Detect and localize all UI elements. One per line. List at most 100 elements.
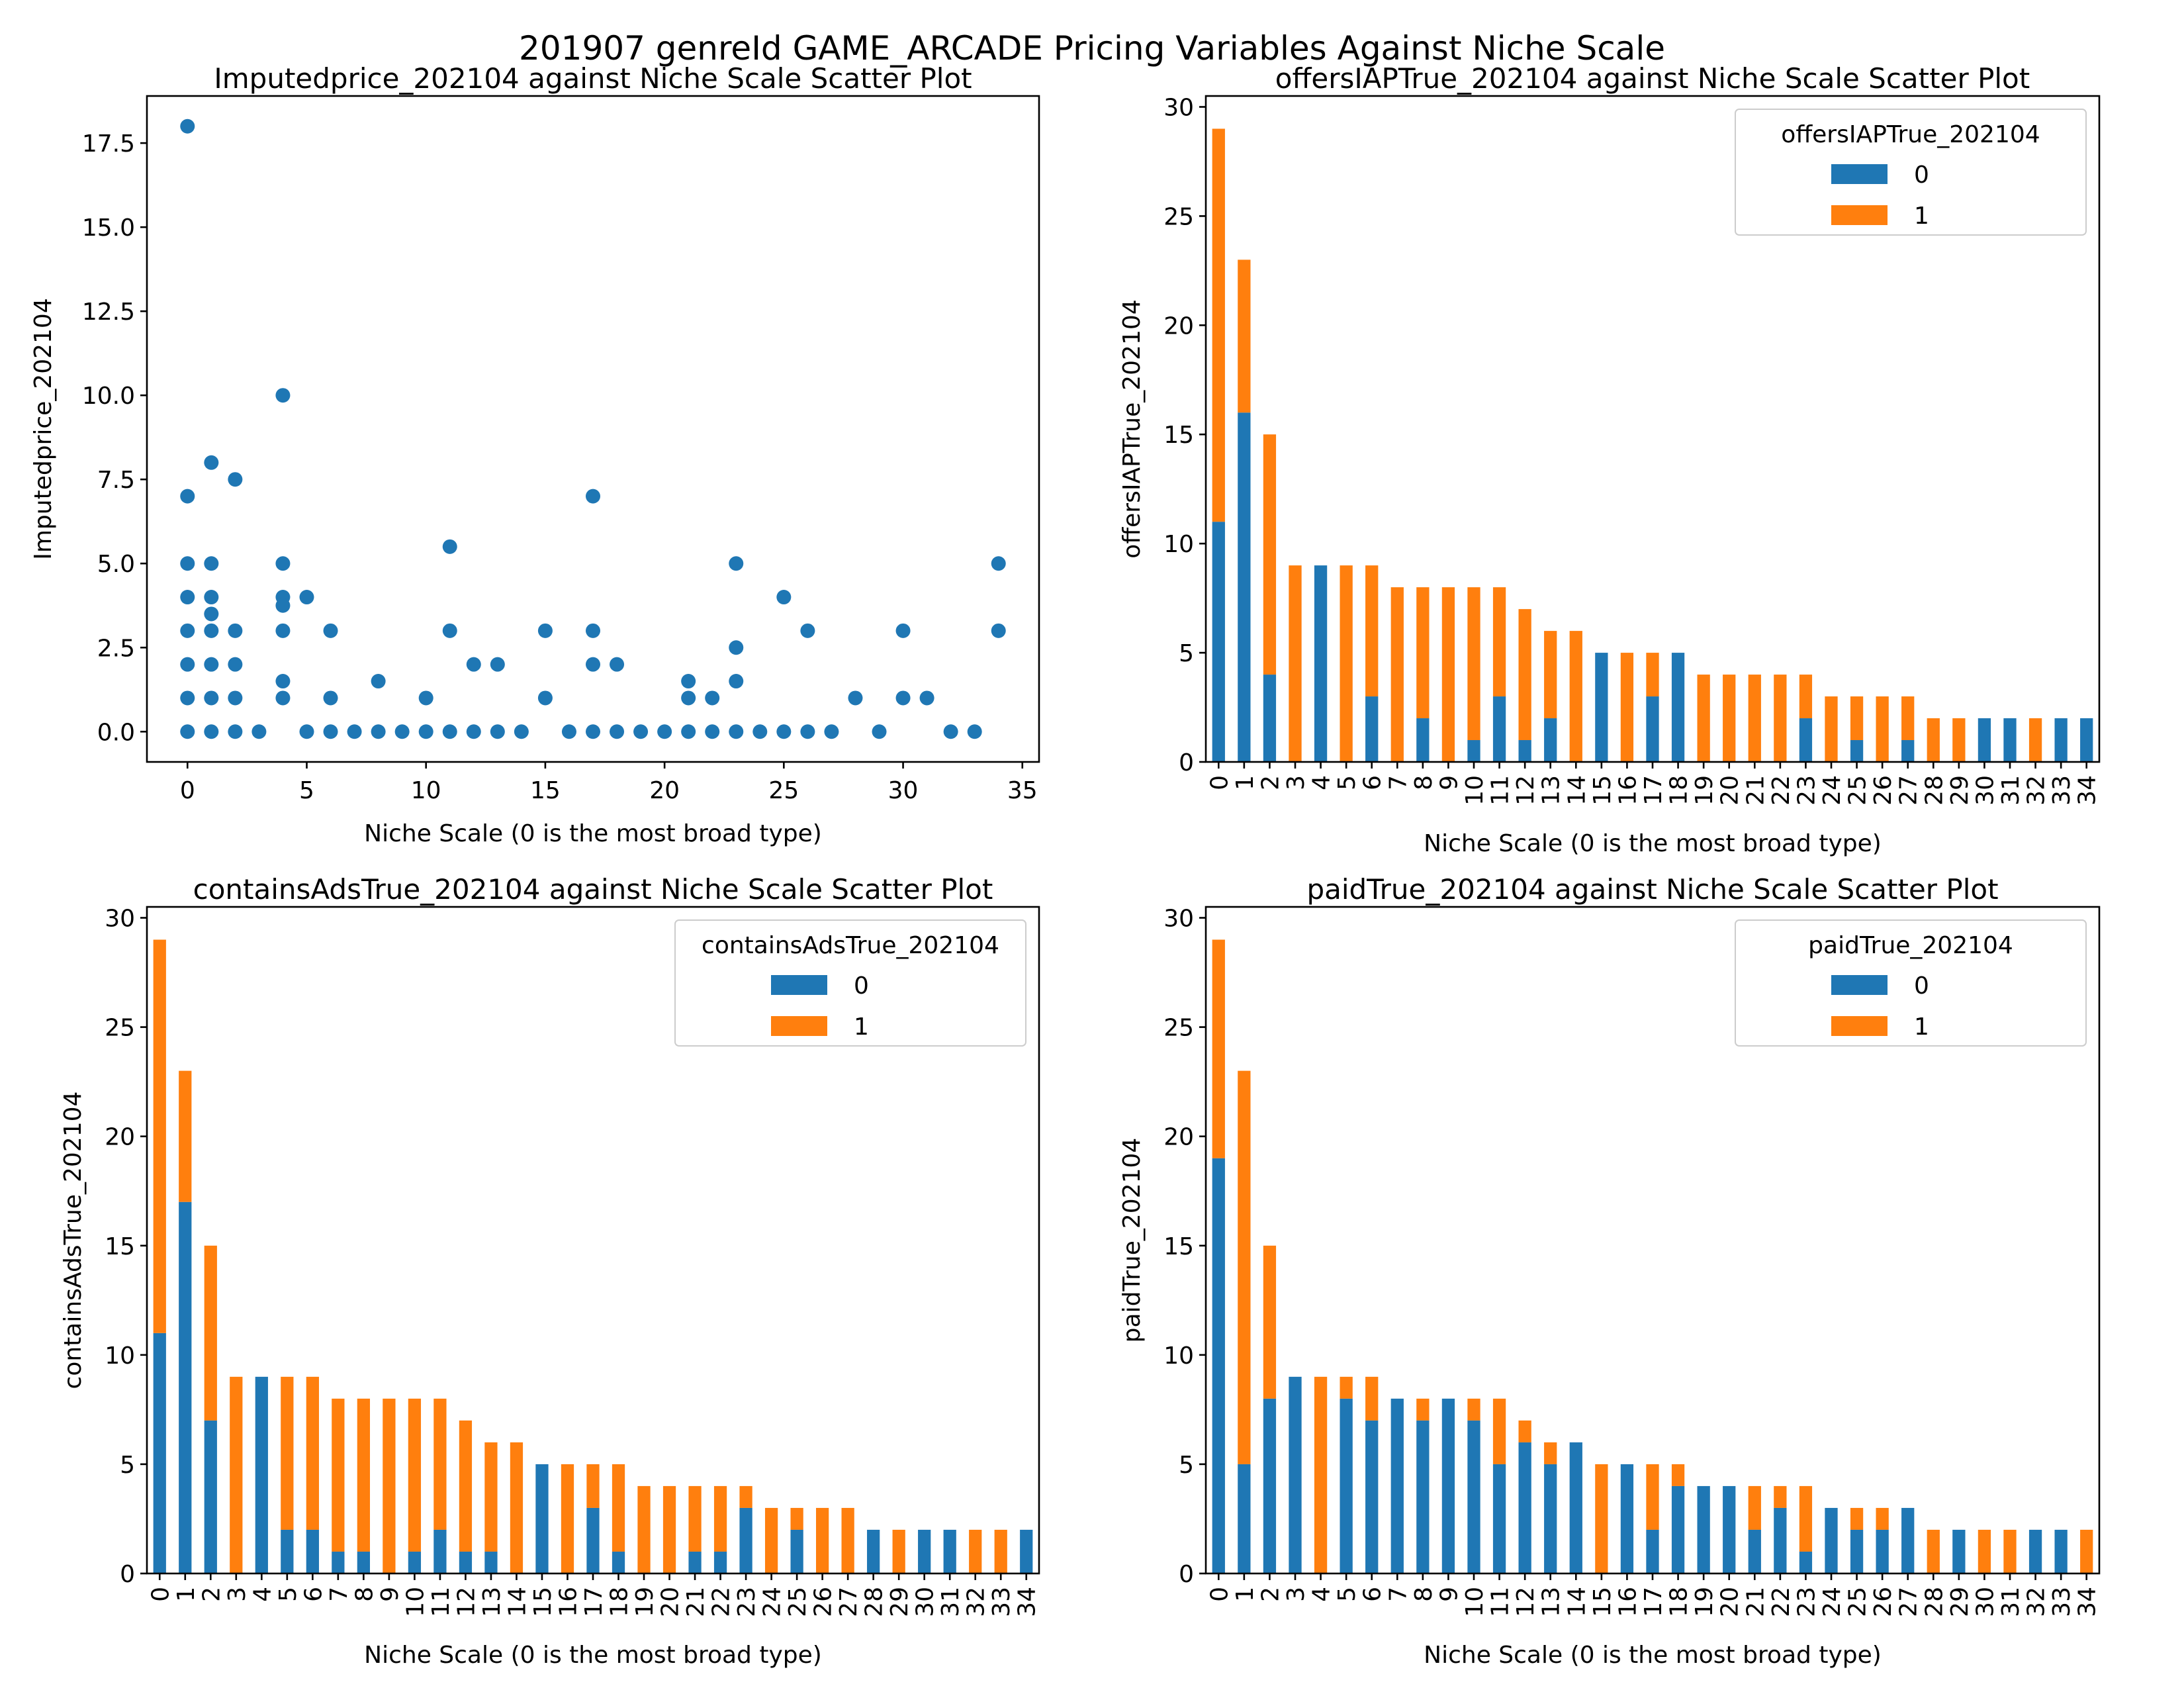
scatter-point — [180, 489, 195, 504]
bar-segment-1 — [1876, 1507, 1889, 1530]
scatter-point — [705, 724, 720, 739]
subplot-2: 0123456789101112131415161718192021222324… — [1118, 62, 2101, 857]
legend-title: paidTrue_202104 — [1808, 932, 2013, 959]
bar-segment-0 — [1799, 718, 1813, 762]
subplot-3-xtick-label: 18 — [606, 1587, 633, 1617]
subplot-3-xtick-label: 16 — [555, 1587, 582, 1617]
subplot-4-xtick-label: 9 — [1435, 1587, 1463, 1602]
bar-segment-1 — [1340, 565, 1353, 762]
subplot-2-title: offersIAPTrue_202104 against Niche Scale… — [1275, 62, 2030, 95]
bar-segment-0 — [1314, 565, 1328, 762]
bar-segment-1 — [1978, 1529, 1991, 1573]
scatter-point — [275, 388, 291, 403]
scatter-point — [681, 690, 696, 706]
subplot-3-xtick-label: 17 — [580, 1587, 608, 1617]
bar-segment-1 — [688, 1485, 702, 1552]
subplot-4-xtick-label: 17 — [1640, 1587, 1667, 1617]
scatter-point — [872, 724, 887, 739]
bar-segment-0 — [2003, 718, 2017, 762]
scatter-point — [204, 623, 219, 638]
bar-segment-0 — [1518, 1442, 1531, 1573]
scatter-point — [919, 690, 934, 706]
scatter-point — [586, 489, 600, 504]
bar-segment-0 — [357, 1551, 370, 1573]
subplot-4-xtick-label: 7 — [1385, 1587, 1412, 1602]
bar-segment-1 — [713, 1485, 727, 1552]
bar-segment-1 — [892, 1529, 905, 1573]
bar-segment-0 — [1340, 1398, 1353, 1573]
bar-segment-1 — [332, 1398, 345, 1552]
scatter-point — [323, 623, 338, 638]
scatter-point — [347, 724, 362, 739]
scatter-point — [180, 724, 195, 739]
bar-segment-1 — [1467, 587, 1480, 741]
scatter-point — [418, 724, 433, 739]
subplot-3-xtick-label: 12 — [453, 1587, 480, 1617]
bar-segment-1 — [1876, 696, 1889, 762]
bar-segment-0 — [1467, 740, 1480, 762]
scatter-point — [610, 724, 625, 739]
bar-segment-1 — [1646, 1464, 1659, 1530]
scatter-point — [204, 690, 219, 706]
subplot-2-xtick-label: 13 — [1538, 775, 1565, 806]
subplot-3-xtick-label: 13 — [478, 1587, 506, 1617]
subplot-2-xtick-label: 17 — [1640, 775, 1667, 806]
scatter-point — [371, 724, 386, 739]
subplot-1-ytick-label: 0.0 — [97, 719, 135, 746]
subplot-4-xtick-label: 11 — [1487, 1587, 1514, 1617]
subplot-3-ytick-label: 20 — [105, 1124, 135, 1151]
bar-segment-0 — [1416, 1420, 1430, 1573]
bar-segment-0 — [1901, 1507, 1915, 1573]
subplot-4-xtick-label: 18 — [1666, 1587, 1693, 1617]
bar-segment-0 — [1569, 1442, 1582, 1573]
bar-segment-1 — [1927, 718, 1940, 762]
scatter-point — [251, 724, 267, 739]
subplot-3-xtick-label: 9 — [377, 1587, 404, 1602]
subplot-2-xtick-label: 14 — [1563, 775, 1590, 806]
legend-frame — [674, 919, 1026, 1047]
subplot-1-ylabel: Imputedprice_202104 — [30, 298, 57, 560]
subplot-4-ytick-label: 0 — [1179, 1561, 1194, 1588]
bar-segment-0 — [1901, 740, 1915, 762]
bar-segment-1 — [1263, 434, 1277, 675]
bar-segment-1 — [408, 1398, 422, 1552]
subplot-4-xtick-label: 31 — [1997, 1587, 2025, 1617]
bar-segment-0 — [2028, 1529, 2042, 1573]
bar-segment-0 — [433, 1529, 447, 1573]
legend-swatch-0 — [1831, 164, 1888, 184]
subplot-2-frame — [1205, 95, 2101, 763]
bar-segment-1 — [1289, 565, 1302, 762]
bar-segment-1 — [2003, 1529, 2017, 1573]
subplot-4-frame — [1205, 906, 2101, 1575]
scatter-point — [490, 724, 505, 739]
scatter-point — [204, 556, 219, 571]
bar-segment-0 — [1978, 718, 1991, 762]
subplot-2-xtick-label: 15 — [1589, 775, 1616, 806]
subplot-4-xlabel: Niche Scale (0 is the most broad type) — [1424, 1642, 1882, 1669]
scatter-point — [752, 724, 768, 739]
bar-segment-0 — [1876, 1529, 1889, 1573]
bar-segment-0 — [1441, 1398, 1455, 1573]
subplot-1-ytick-label: 2.5 — [97, 635, 135, 662]
subplot-3-xtick-label: 6 — [300, 1587, 327, 1602]
subplot-2-xtick-label: 3 — [1283, 775, 1310, 790]
bar-segment-1 — [510, 1442, 523, 1573]
scatter-point — [776, 590, 792, 605]
bar-segment-0 — [1416, 718, 1430, 762]
scatter-point — [943, 724, 958, 739]
bar-segment-1 — [306, 1376, 319, 1530]
subplot-2-ytick-label: 30 — [1163, 94, 1194, 121]
bar-segment-1 — [790, 1507, 803, 1530]
scatter-point — [180, 556, 195, 571]
bar-segment-0 — [1467, 1420, 1480, 1573]
bar-segment-0 — [153, 1333, 166, 1573]
bar-segment-0 — [1492, 696, 1506, 762]
scatter-point — [442, 623, 457, 638]
bar-segment-1 — [764, 1507, 778, 1573]
bar-segment-0 — [459, 1551, 473, 1573]
bar-segment-0 — [918, 1529, 931, 1573]
scatter-point — [800, 724, 815, 739]
subplot-4-xtick-label: 33 — [2048, 1587, 2075, 1617]
bar-segment-1 — [1927, 1529, 1940, 1573]
bar-segment-1 — [1595, 1464, 1608, 1573]
